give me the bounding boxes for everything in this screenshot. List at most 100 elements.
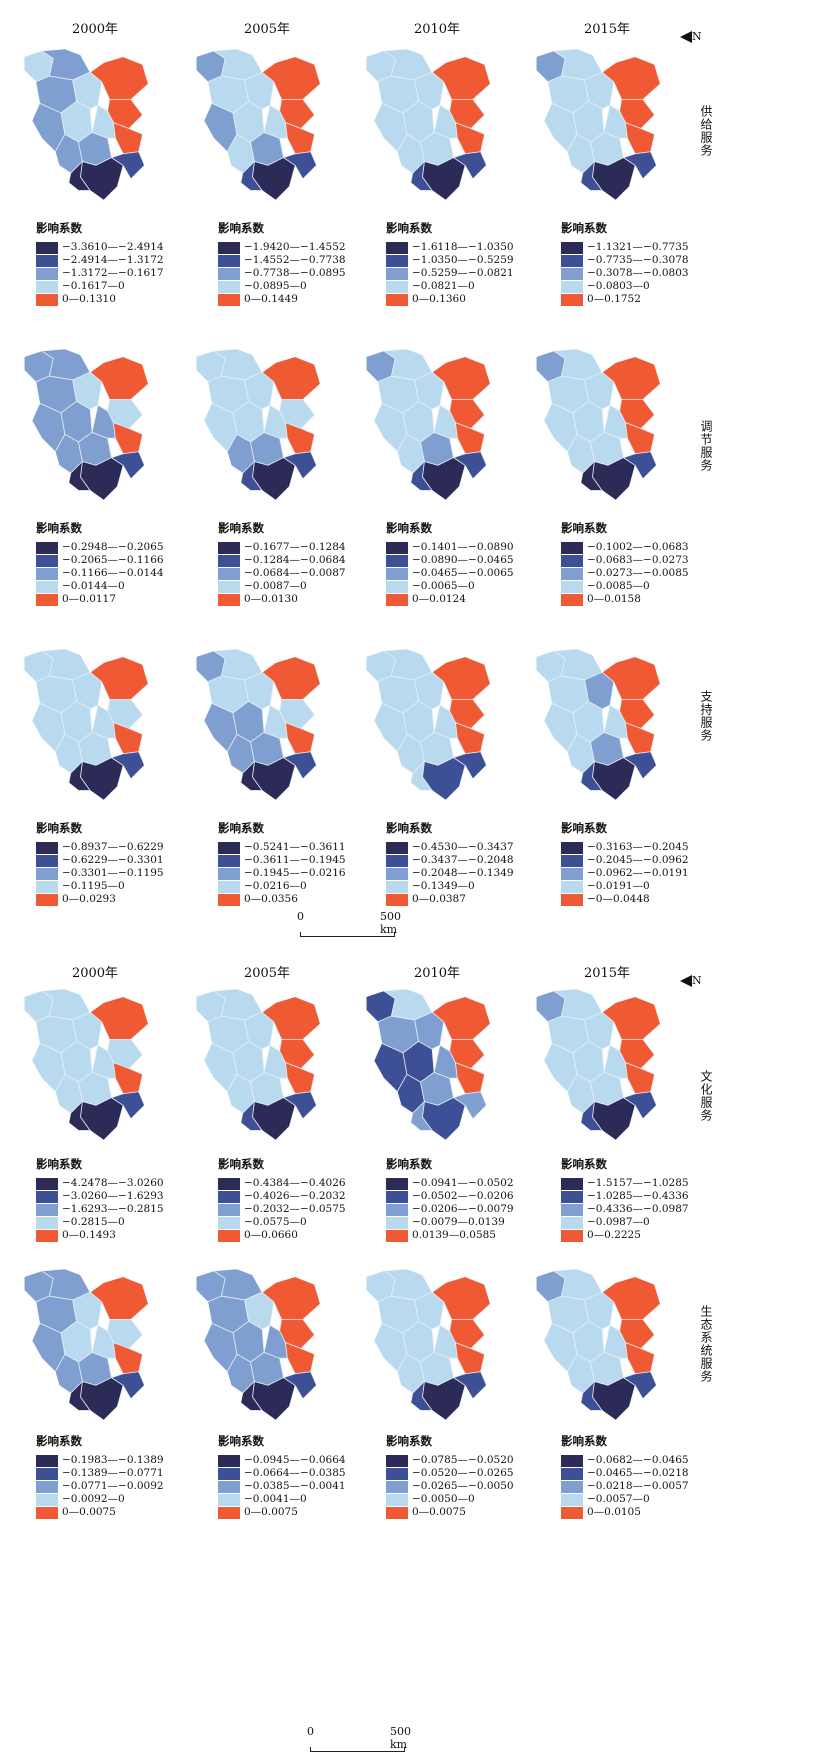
legend-label: −0.0085—0 [587,580,650,592]
legend-swatch [386,1480,408,1493]
legend-swatch [218,1467,240,1480]
legend-label: −3.3610—−2.4914 [62,241,164,253]
legend-swatch [561,1454,583,1467]
legend-swatch [36,880,58,893]
legend-item: −0.0085—0 [561,580,689,593]
legend-swatch [561,1506,583,1519]
legend-label: −0.0057—0 [587,1493,650,1505]
legend-swatch [561,1203,583,1216]
legend-label: −0.2065—−0.1166 [62,554,164,566]
legend-swatch [36,554,58,567]
legend: 影响系数 −0.3163—−0.2045 −0.2045—−0.0962 −0.096… [561,822,689,906]
legend-item: −1.3172—−0.1617 [36,267,164,280]
legend-swatch [386,1216,408,1229]
map-svg [195,988,321,1141]
legend-swatch [561,293,583,306]
legend-item: −1.6293—−0.2815 [36,1203,164,1216]
legend-label: 0—0.0293 [62,893,116,905]
legend-swatch [561,254,583,267]
choropleth-map [20,345,170,510]
scale-bar: 0 500 km [297,910,401,937]
legend-swatch [386,241,408,254]
legend-swatch [386,567,408,580]
legend: 影响系数 −0.1677—−0.1284 −0.1284—−0.0684 −0.068… [218,522,346,606]
choropleth-map [20,645,170,810]
legend-label: −0.2948—−0.2065 [62,541,164,553]
legend-swatch [36,1190,58,1203]
legend-swatch [218,1454,240,1467]
legend-label: −0.0895—0 [244,280,307,292]
legend-swatch [218,854,240,867]
legend-label: −0.4384—−0.4026 [244,1177,346,1189]
legend-label: −0.0890—−0.0465 [412,554,514,566]
legend-swatch [36,241,58,254]
legend-swatch [36,541,58,554]
legend-item: −0.6229—−0.3301 [36,854,164,867]
legend-label: 0—0.0075 [412,1506,466,1518]
legend: 影响系数 −0.5241—−0.3611 −0.3611—−0.1945 −0.194… [218,822,346,906]
province-outline [23,48,149,201]
year-header-3: 2015年 [583,966,631,981]
legend-label: −0.0265—−0.0050 [412,1480,514,1492]
legend-label: −0.8937—−0.6229 [62,841,164,853]
legend-label: −0.7735—−0.3078 [587,254,689,266]
legend: 影响系数 −0.1002—−0.0683 −0.0683—−0.0273 −0.027… [561,522,689,606]
legend-item: −0.4026—−0.2032 [218,1190,346,1203]
region-12 [252,157,296,201]
legend-item: 0—0.0387 [386,893,514,906]
legend-label: 0—0.1449 [244,293,298,305]
legend: 影响系数 −0.0945—−0.0664 −0.0664—−0.0385 −0.038… [218,1435,346,1519]
legend-swatch [218,267,240,280]
legend-item: −0.5259—−0.0821 [386,267,514,280]
choropleth-map [20,1265,170,1430]
legend-item: −0.2048—−0.1349 [386,867,514,880]
map-svg [535,988,661,1141]
legend-swatch [36,1203,58,1216]
legend-swatch [561,1177,583,1190]
legend-item: −0.0987—0 [561,1216,689,1229]
legend-item: −0.3611—−0.1945 [218,854,346,867]
legend-swatch [561,541,583,554]
region-12 [592,1377,636,1421]
legend-item: −4.2478—−3.0260 [36,1177,164,1190]
legend-title: 影响系数 [36,1157,82,1171]
legend-label: −0.0465—−0.0218 [587,1467,689,1479]
legend-item: −0.2032—−0.0575 [218,1203,346,1216]
region-12 [422,757,466,801]
legend-swatch [561,580,583,593]
legend-swatch [36,1506,58,1519]
legend-swatch [386,1467,408,1480]
legend-swatch [36,1493,58,1506]
scale-line [310,1751,405,1752]
legend-swatch [218,293,240,306]
legend-label: −0.1945—−0.0216 [244,867,346,879]
legend-title: 影响系数 [561,821,607,835]
legend-item: −0.2815—0 [36,1216,164,1229]
scale-label-zero: 0 [297,910,304,923]
legend-label: −0.0041—0 [244,1493,307,1505]
legend-label: −0.0771—−0.0092 [62,1480,164,1492]
legend-label: −0.2045—−0.0962 [587,854,689,866]
region-12 [592,457,636,501]
region-12 [80,1097,124,1141]
legend-label: −0.3611—−0.1945 [244,854,346,866]
legend-swatch [218,567,240,580]
legend-label: −0.0803—0 [587,280,650,292]
choropleth-map [362,1265,512,1430]
legend-label: −0.1389—−0.0771 [62,1467,164,1479]
legend-swatch [386,267,408,280]
legend: 影响系数 −0.4530—−0.3437 −0.3437—−0.2048 −0.204… [386,822,514,906]
legend-swatch [218,1203,240,1216]
legend-item: −0.0206—−0.0079 [386,1203,514,1216]
legend-title: 影响系数 [386,1157,432,1171]
map-svg [365,1268,491,1421]
legend-swatch [386,880,408,893]
legend-swatch [36,293,58,306]
legend-label: −0.0216—0 [244,880,307,892]
legend-swatch [36,854,58,867]
legend-item: −0.5241—−0.3611 [218,841,346,854]
legend-swatch [36,893,58,906]
legend-item: −1.5157—−1.0285 [561,1177,689,1190]
legend-swatch [561,554,583,567]
legend-item: −1.6118—−1.0350 [386,241,514,254]
